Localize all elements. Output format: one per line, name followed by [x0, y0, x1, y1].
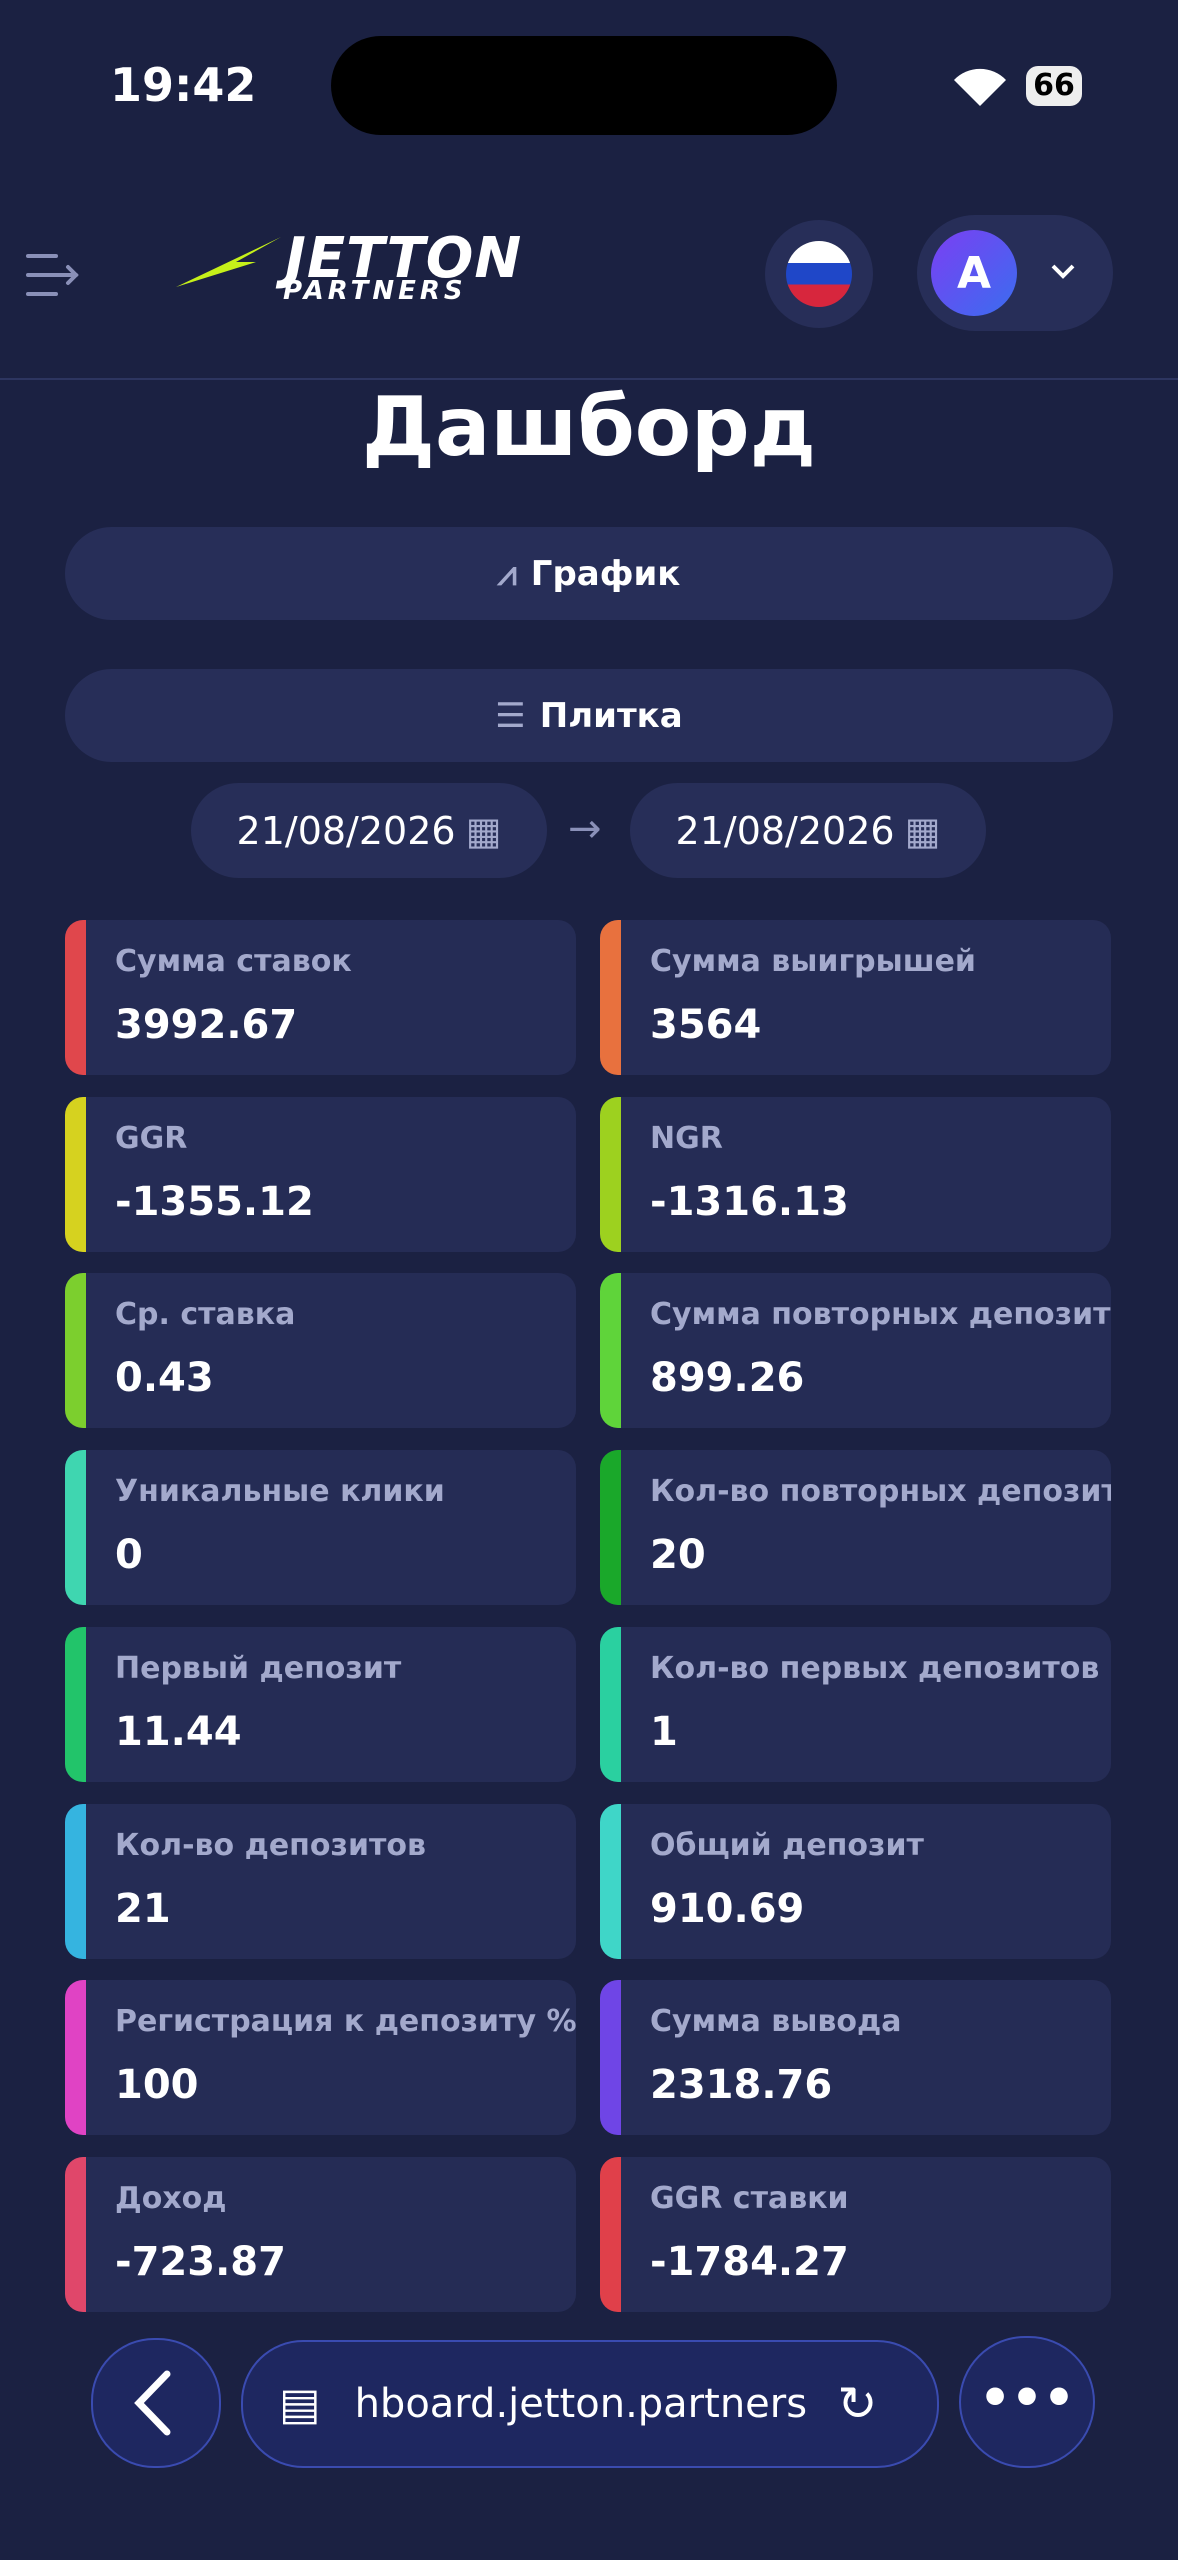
accent-bar: [65, 920, 86, 1075]
more-button[interactable]: •••: [959, 2336, 1095, 2468]
date-from[interactable]: 21/08/2026 ▦: [191, 783, 547, 878]
accent-bar: [600, 1273, 621, 1429]
date-to[interactable]: 21/08/2026 ▦: [630, 783, 986, 878]
stat-card: Первый депозит 11.44: [65, 1626, 576, 1782]
stat-value: -1784.27: [650, 2238, 849, 2285]
accent-bar: [65, 1626, 86, 1782]
accent-bar: [600, 2156, 621, 2312]
stat-card: GGR ставки -1784.27: [600, 2156, 1111, 2312]
accent-bar: [600, 1980, 621, 2136]
page-title: Дашборд: [362, 380, 816, 475]
accent-bar: [600, 1096, 621, 1252]
stat-label: Общий депозит: [650, 1827, 924, 1863]
stat-label: GGR ставки: [650, 2180, 849, 2216]
stat-card: NGR -1316.13: [600, 1096, 1111, 1252]
stat-value: 1: [650, 1708, 678, 1755]
stat-card: Общий депозит 910.69: [600, 1803, 1111, 1959]
stat-value: -1316.13: [650, 1178, 849, 1225]
accent-bar: [65, 2156, 86, 2312]
chart-view-button[interactable]: ⩘ График: [65, 527, 1113, 620]
stat-label: Сумма вывода: [650, 2004, 902, 2040]
stat-card: Сумма выигрышей 3564: [600, 920, 1111, 1075]
stat-label: Сумма ставок: [115, 944, 352, 979]
stat-label: Кол-во повторных депозитов: [650, 1474, 1111, 1510]
stat-value: -723.87: [115, 2238, 286, 2285]
header-divider: [0, 378, 1178, 380]
accent-bar: [65, 1803, 86, 1959]
chevron: [1051, 264, 1075, 279]
stat-label: Сумма повторных депозитов: [650, 1297, 1111, 1333]
stat-value: 11.44: [115, 1708, 242, 1755]
stat-label: Регистрация к депозиту %: [115, 2004, 576, 2040]
range-arrow: →: [568, 806, 602, 852]
stat-card: Ср. ставка 0.43: [65, 1273, 576, 1429]
accent-bar: [65, 1450, 86, 1606]
accent-bar: [65, 1096, 86, 1252]
date-text: 21/08/2026: [236, 808, 456, 853]
stat-card: Кол-во повторных депозитов 20: [600, 1450, 1111, 1606]
url-text: hboard.jetton.partners: [354, 2381, 808, 2427]
stat-card: Доход -723.87: [65, 2156, 576, 2312]
stat-card: Кол-во депозитов 21: [65, 1803, 576, 1959]
stat-label: Уникальные клики: [115, 1474, 445, 1510]
stat-value: 2318.76: [650, 2062, 833, 2109]
accent-bar: [600, 1803, 621, 1959]
stat-value: -1355.12: [115, 1178, 314, 1225]
back-button[interactable]: [91, 2338, 221, 2468]
menu-button[interactable]: [26, 250, 82, 300]
accent-bar: [600, 1626, 621, 1782]
language-button[interactable]: [765, 220, 873, 328]
stat-value: 20: [650, 1532, 706, 1579]
avatar: A: [931, 230, 1017, 316]
tile-view-button[interactable]: ☰ Плитка: [65, 669, 1113, 762]
stat-value: 910.69: [650, 1885, 805, 1932]
logo: JETTON: [285, 226, 523, 291]
stat-value: 21: [115, 1885, 171, 1932]
stat-card: Сумма вывода 2318.76: [600, 1980, 1111, 2136]
stat-label: Кол-во первых депозитов: [650, 1650, 1100, 1686]
battery: 66: [1026, 66, 1082, 106]
accent-bar: [65, 1273, 86, 1429]
stat-value: 899.26: [650, 1355, 805, 1402]
stat-label: GGR: [115, 1120, 188, 1156]
stat-value: 0.43: [115, 1355, 214, 1402]
dynamic-island: [331, 36, 837, 135]
stat-value: 3564: [650, 1002, 762, 1048]
profile-button[interactable]: A: [917, 215, 1113, 331]
stat-card: Уникальные клики 0: [65, 1450, 576, 1606]
date-text: 21/08/2026: [675, 808, 895, 853]
stat-card: GGR -1355.12: [65, 1096, 576, 1252]
button-label: График: [530, 553, 681, 594]
stat-label: Ср. ставка: [115, 1297, 296, 1333]
stat-card: Кол-во первых депозитов 1: [600, 1626, 1111, 1782]
button-label: Плитка: [539, 695, 683, 736]
stat-label: Сумма выигрышей: [650, 944, 976, 979]
stat-label: NGR: [650, 1120, 723, 1156]
stat-card: Сумма повторных депозитов 899.26: [600, 1273, 1111, 1429]
stat-value: 3992.67: [115, 1002, 298, 1048]
stat-label: Доход: [115, 2180, 227, 2216]
accent-bar: [600, 920, 621, 1075]
logo-sub: PARTNERS: [283, 276, 467, 306]
status-time: 19:42: [110, 58, 257, 112]
url-bar[interactable]: ▤ hboard.jetton.partners ↻: [241, 2340, 939, 2468]
wifi-icon: [954, 68, 1006, 106]
accent-bar: [65, 1980, 86, 2136]
accent-bar: [600, 1450, 621, 1606]
stat-label: Кол-во депозитов: [115, 1827, 426, 1863]
stat-value: 100: [115, 2062, 199, 2109]
stat-card: Регистрация к депозиту % 100: [65, 1980, 576, 2136]
stat-card: Сумма ставок 3992.67: [65, 920, 576, 1075]
logo-mark: [176, 237, 281, 287]
stat-label: Первый депозит: [115, 1650, 402, 1686]
stat-value: 0: [115, 1532, 143, 1579]
